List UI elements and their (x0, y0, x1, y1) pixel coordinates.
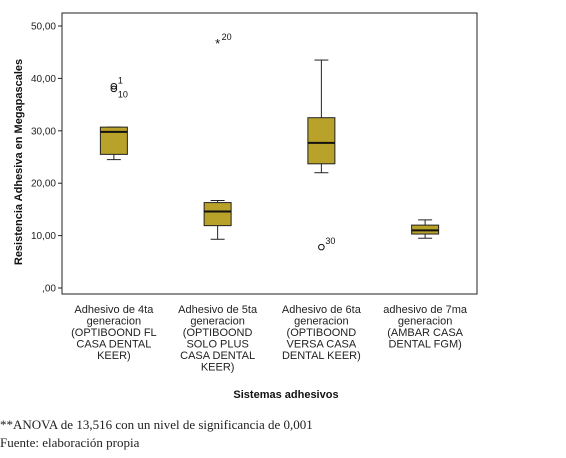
x-category-label-line: generacion (87, 316, 141, 328)
extreme-outlier-marker: * (215, 36, 220, 51)
x-category-label: adhesivo de 7ma generacion (AMBAR CASA DENT… (383, 304, 468, 351)
x-category-label-line: (OPTIBOOND FL (71, 327, 157, 339)
x-category-label-line: generacion (190, 316, 244, 328)
x-category-label-line: CASA DENTAL (180, 350, 255, 362)
y-tick-label: ,00 (42, 284, 56, 295)
y-axis: ,00 10,00 20,00 30,00 40,00 50,00 (31, 22, 62, 295)
x-category-label-line: (AMBAR CASA (387, 327, 463, 339)
outlier-label: 20 (222, 32, 232, 42)
x-category-label-line: (OPTIBOOND (287, 327, 357, 339)
y-tick-label: 30,00 (31, 126, 56, 137)
y-tick-label: 20,00 (31, 179, 56, 190)
box-group: * 20 (203, 32, 232, 240)
x-category-label-line: generacion (398, 316, 452, 328)
outlier-marker (318, 243, 325, 251)
x-axis-category-labels: Adhesivo de 4ta generacion (OPTIBOOND FL CA… (71, 304, 468, 374)
box-group: 110 (99, 75, 128, 161)
y-tick-label: 50,00 (31, 22, 56, 33)
anova-footnote: **ANOVA de 13,516 con un nivel de signif… (0, 417, 313, 432)
x-category-label-line: (OPTIBOOND (183, 327, 253, 339)
x-category-label-line: VERSA CASA (287, 339, 357, 351)
box-group: 30 (307, 59, 336, 251)
x-category-label-line: KEER) (97, 350, 131, 362)
y-axis-title: Resistencia Adhesiva en Megapascales (13, 59, 25, 265)
x-category-label-line: SOLO PLUS (186, 339, 248, 351)
x-category-label-line: Adhesivo de 6ta (282, 304, 362, 316)
x-category-label-line: adhesivo de 7ma (383, 304, 468, 316)
x-axis-title: Sistemas adhesivos (233, 389, 338, 401)
box-group (411, 219, 440, 239)
x-category-label-line: Adhesivo de 5ta (178, 304, 258, 316)
iqr-box (307, 117, 336, 165)
outlier-label: 10 (118, 89, 128, 99)
outlier-marker (110, 82, 118, 90)
plot-frame (61, 12, 478, 295)
x-category-label: Adhesivo de 4ta generacion (OPTIBOOND FL CA… (71, 304, 157, 362)
outlier-marker (110, 85, 118, 93)
y-tick-label: 10,00 (31, 231, 56, 242)
x-category-label-line: generacion (294, 316, 348, 328)
source-footnote: Fuente: elaboración propia (0, 435, 140, 450)
outlier-label: 1 (118, 75, 123, 85)
y-tick-label: 40,00 (31, 74, 56, 85)
iqr-box (203, 202, 232, 227)
outlier-label: 30 (325, 236, 335, 246)
x-category-label-line: DENTAL FGM) (388, 339, 461, 351)
x-category-label: Adhesivo de 6ta generacion (OPTIBOOND VERSA… (282, 304, 362, 362)
x-category-label-line: CASA DENTAL (76, 339, 151, 351)
x-category-label-line: KEER) (201, 362, 235, 374)
x-category-label-line: Adhesivo de 4ta (74, 304, 154, 316)
x-category-label-line: DENTAL KEER) (282, 350, 361, 362)
x-category-label: Adhesivo de 5ta generacion (OPTIBOOND SOLO … (178, 304, 258, 374)
